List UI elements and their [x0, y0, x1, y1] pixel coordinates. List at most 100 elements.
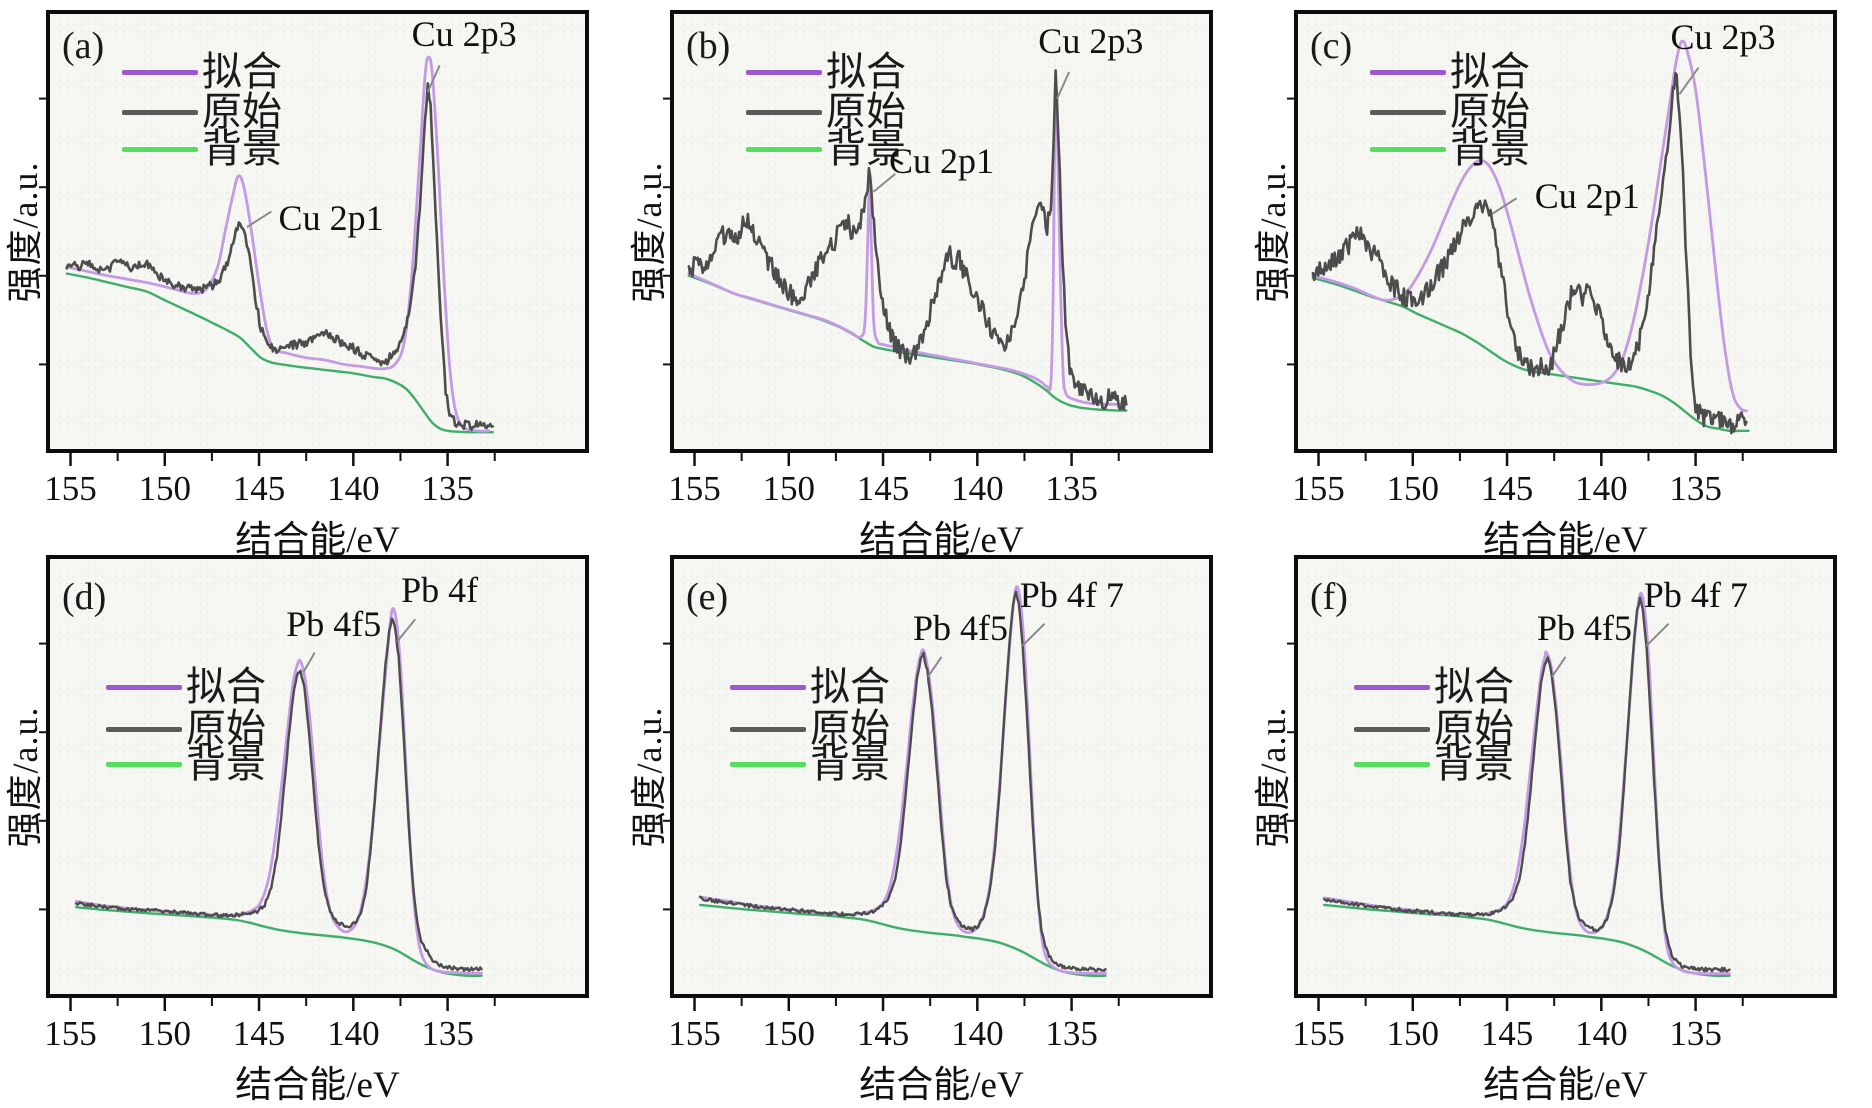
x-tick-label: 150 [138, 469, 192, 508]
legend-label-raw: 原始 [810, 706, 890, 751]
peak-annotation: Pb 4f5 [1536, 608, 1633, 649]
x-tick-label: 150 [762, 1014, 816, 1053]
x-tick-label: 135 [1045, 1014, 1098, 1053]
x-tick-label: 135 [421, 469, 474, 508]
x-tick-label: 155 [1292, 1014, 1345, 1053]
panel-letter: (a) [62, 25, 105, 67]
legend-label-raw: 原始 [826, 89, 906, 134]
x-tick-label: 145 [1480, 469, 1534, 508]
x-tick-label: 140 [951, 469, 1004, 508]
x-tick-label: 155 [1292, 469, 1345, 508]
panel-e: 强度/a.u. 155 150 145 140 135 结合能/eV (e) 拟合 原始 背景 Pb … [624, 545, 1248, 1106]
x-tick-label: 150 [1386, 469, 1440, 508]
x-tick-label: 150 [762, 469, 816, 508]
legend-swatch-background [746, 147, 822, 152]
legend-label-fit: 拟合 [826, 49, 906, 94]
x-tick-label: 155 [44, 469, 97, 508]
legend-swatch-raw [746, 110, 822, 115]
legend-swatch-fit [122, 70, 198, 75]
panel-letter: (f) [1310, 576, 1348, 618]
x-tick-label: 135 [421, 1014, 474, 1053]
legend-label-raw: 原始 [1434, 706, 1514, 751]
panel-letter: (d) [62, 576, 107, 618]
plot-area [1294, 10, 1837, 453]
legend-label-fit: 拟合 [810, 664, 890, 709]
legend-swatch-fit [1354, 685, 1430, 690]
x-axis-title: 结合能/eV [859, 1065, 1024, 1106]
panel-f: 强度/a.u. 155 150 145 140 135 结合能/eV (f) 拟合 原始 背景 Pb … [1248, 545, 1872, 1106]
legend-swatch-raw [106, 727, 182, 732]
legend-swatch-fit [1370, 70, 1446, 75]
legend-label-background: 背景 [1450, 126, 1530, 171]
y-axis-label: 强度/a.u. [629, 161, 669, 302]
legend-label-background: 背景 [202, 126, 282, 171]
legend-swatch-background [730, 762, 806, 767]
legend-label-fit: 拟合 [1450, 49, 1530, 94]
peak-annotation: Pb 4f5 [912, 608, 1009, 649]
legend-label-raw: 原始 [202, 89, 282, 134]
x-tick-label: 135 [1045, 469, 1098, 508]
legend-label-background: 背景 [810, 741, 890, 786]
x-tick-label: 155 [44, 1014, 97, 1053]
legend-swatch-background [1370, 147, 1446, 152]
y-axis-label: 强度/a.u. [1253, 161, 1293, 302]
x-tick-label: 140 [327, 469, 380, 508]
legend-label-fit: 拟合 [1434, 664, 1514, 709]
legend-label-background: 背景 [186, 741, 266, 786]
legend-swatch-background [106, 762, 182, 767]
x-tick-label: 145 [232, 469, 286, 508]
x-axis-title: 结合能/eV [235, 520, 400, 561]
x-tick-label: 145 [1480, 1014, 1534, 1053]
y-axis-label: 强度/a.u. [5, 706, 45, 847]
panel-letter: (c) [1310, 25, 1353, 67]
x-tick-label: 135 [1669, 469, 1722, 508]
x-tick-label: 140 [327, 1014, 380, 1053]
panel-a: 强度/a.u. 155 150 145 140 135 结合能/eV (a) 拟合 原始 背景 Cu … [0, 0, 624, 561]
y-axis-label: 强度/a.u. [5, 161, 45, 302]
legend-swatch-background [1354, 762, 1430, 767]
panel-c: 强度/a.u. 155 150 145 140 135 结合能/eV (c) 拟合 原始 背景 Cu … [1248, 0, 1872, 561]
x-tick-label: 155 [668, 469, 721, 508]
peak-annotation: Pb 4f [401, 570, 479, 611]
x-axis-title: 结合能/eV [859, 520, 1024, 561]
x-tick-label: 150 [1386, 1014, 1440, 1053]
x-axis-title: 结合能/eV [1483, 1065, 1648, 1106]
x-tick-label: 140 [951, 1014, 1004, 1053]
y-axis-label: 强度/a.u. [1253, 706, 1293, 847]
x-tick-label: 145 [856, 1014, 910, 1053]
panel-b: 强度/a.u. 155 150 145 140 135 结合能/eV (b) 拟合 原始 背景 Cu … [624, 0, 1248, 561]
legend-label-background: 背景 [826, 126, 906, 171]
x-tick-label: 135 [1669, 1014, 1722, 1053]
legend-swatch-raw [122, 110, 198, 115]
legend-label-fit: 拟合 [186, 664, 266, 709]
panel-letter: (e) [686, 576, 729, 618]
x-axis-title: 结合能/eV [1483, 520, 1648, 561]
peak-annotation: Cu 2p1 [278, 198, 384, 239]
legend-label-fit: 拟合 [202, 49, 282, 94]
peak-annotation: Pb 4f5 [286, 603, 382, 644]
peak-annotation: Cu 2p3 [1038, 21, 1144, 61]
legend-swatch-fit [106, 685, 182, 690]
peak-annotation: Cu 2p1 [1534, 176, 1640, 217]
x-tick-label: 155 [668, 1014, 721, 1053]
x-tick-label: 145 [856, 469, 910, 508]
legend-label-raw: 原始 [1450, 89, 1530, 134]
legend-swatch-background [122, 147, 198, 152]
legend-swatch-raw [1354, 727, 1430, 732]
y-axis-label: 强度/a.u. [629, 706, 669, 847]
legend-swatch-fit [746, 70, 822, 75]
peak-annotation: Pb 4f 7 [1019, 574, 1124, 615]
legend-swatch-raw [730, 727, 806, 732]
peak-annotation: Cu 2p1 [888, 140, 995, 181]
peak-annotation: Cu 2p3 [1670, 16, 1776, 57]
x-tick-label: 140 [1575, 1014, 1628, 1053]
x-tick-label: 140 [1575, 469, 1628, 508]
peak-annotation: Pb 4f 7 [1643, 574, 1748, 615]
legend-label-background: 背景 [1434, 741, 1514, 786]
x-axis-title: 结合能/eV [235, 1065, 400, 1106]
x-tick-label: 145 [232, 1014, 286, 1053]
plot-area [670, 10, 1213, 453]
legend-swatch-raw [1370, 110, 1446, 115]
legend-label-raw: 原始 [186, 706, 266, 751]
